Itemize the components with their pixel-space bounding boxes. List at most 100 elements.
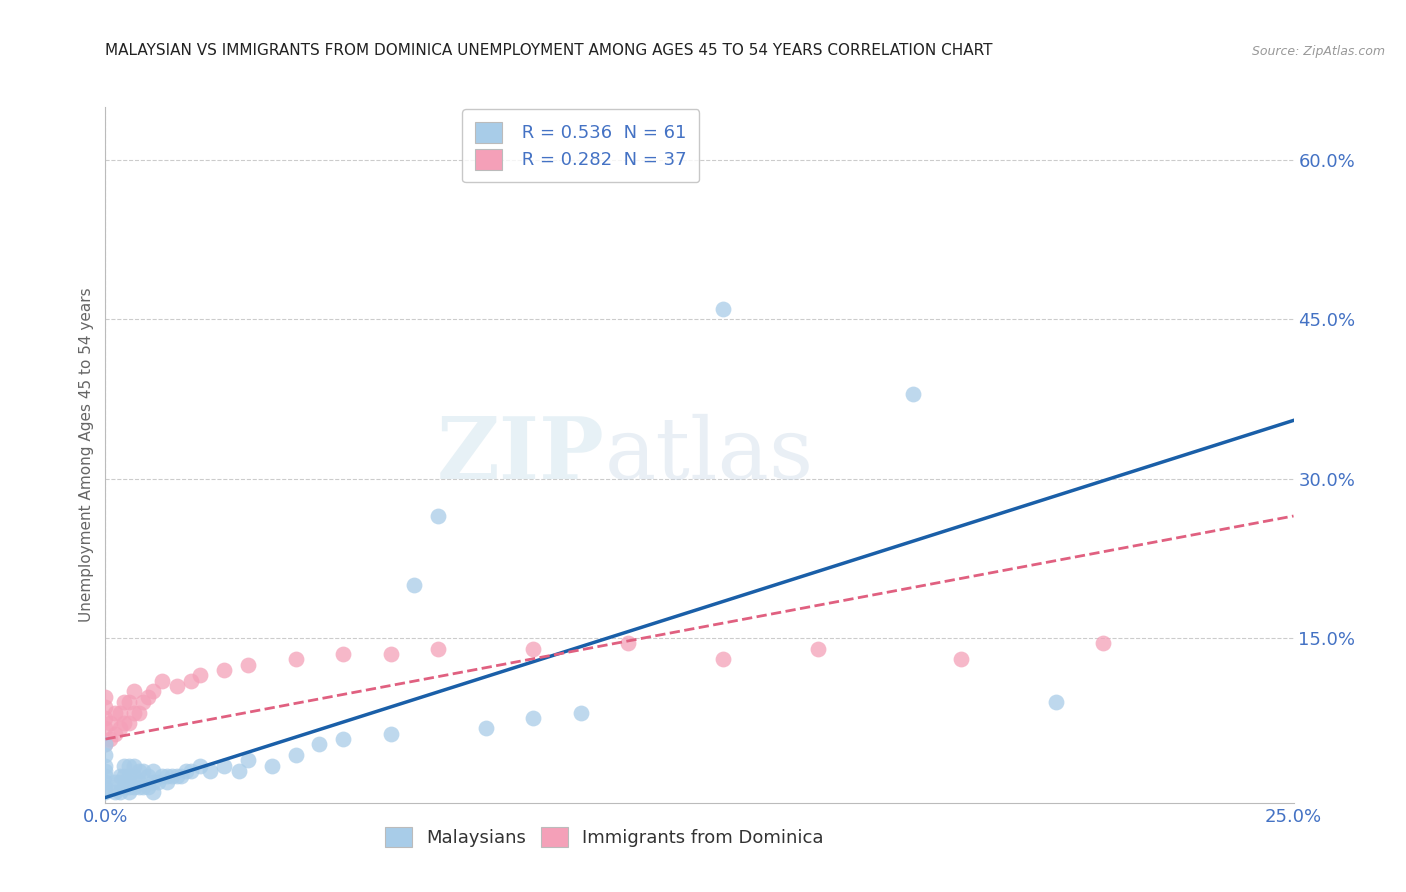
Point [427, 508, 450, 523]
Point [427, 641, 450, 656]
Point [284, 652, 307, 666]
Point [94, 700, 117, 714]
Point [114, 758, 136, 772]
Point [104, 727, 127, 741]
Point [114, 716, 136, 731]
Point [114, 695, 136, 709]
Point [122, 780, 145, 794]
Point [114, 769, 136, 783]
Point [156, 774, 179, 789]
Point [128, 780, 150, 794]
Text: Source: ZipAtlas.com: Source: ZipAtlas.com [1251, 45, 1385, 58]
Point [160, 769, 183, 783]
Point [94, 690, 117, 704]
Point [142, 684, 165, 698]
Point [94, 780, 117, 794]
Point [98, 732, 121, 747]
Point [166, 679, 188, 693]
Point [136, 769, 159, 783]
Point [122, 769, 145, 783]
Point [94, 738, 117, 752]
Point [118, 785, 141, 799]
Point [190, 668, 212, 682]
Point [332, 647, 354, 661]
Point [136, 780, 159, 794]
Point [114, 780, 136, 794]
Point [122, 706, 145, 720]
Point [94, 747, 117, 762]
Point [132, 764, 155, 778]
Point [94, 764, 117, 778]
Point [284, 747, 307, 762]
Point [260, 758, 283, 772]
Point [136, 690, 159, 704]
Point [174, 764, 197, 778]
Point [132, 780, 155, 794]
Point [1092, 636, 1115, 650]
Point [214, 758, 236, 772]
Point [118, 780, 141, 794]
Point [94, 738, 117, 752]
Point [332, 732, 354, 747]
Point [214, 663, 236, 677]
Point [108, 774, 131, 789]
Y-axis label: Unemployment Among Ages 45 to 54 years: Unemployment Among Ages 45 to 54 years [79, 287, 94, 623]
Point [949, 652, 972, 666]
Point [522, 641, 544, 656]
Point [142, 774, 165, 789]
Point [108, 722, 131, 736]
Point [170, 769, 193, 783]
Point [474, 722, 496, 736]
Point [128, 706, 150, 720]
Point [180, 673, 202, 688]
Point [903, 387, 925, 401]
Text: MALAYSIAN VS IMMIGRANTS FROM DOMINICA UNEMPLOYMENT AMONG AGES 45 TO 54 YEARS COR: MALAYSIAN VS IMMIGRANTS FROM DOMINICA UN… [105, 43, 993, 58]
Point [1045, 695, 1067, 709]
Point [122, 684, 145, 698]
Point [94, 785, 117, 799]
Point [118, 774, 141, 789]
Point [128, 764, 150, 778]
Point [94, 722, 117, 736]
Point [156, 769, 179, 783]
Point [104, 785, 127, 799]
Point [118, 758, 141, 772]
Point [122, 758, 145, 772]
Point [94, 711, 117, 725]
Point [108, 706, 131, 720]
Point [236, 657, 259, 672]
Point [236, 753, 259, 767]
Point [569, 706, 592, 720]
Point [711, 301, 734, 316]
Point [146, 774, 169, 789]
Point [142, 764, 165, 778]
Point [108, 769, 131, 783]
Point [380, 647, 402, 661]
Point [166, 769, 188, 783]
Point [711, 652, 734, 666]
Text: ZIP: ZIP [437, 413, 605, 497]
Point [308, 738, 330, 752]
Point [94, 769, 117, 783]
Legend: Malaysians, Immigrants from Dominica: Malaysians, Immigrants from Dominica [375, 817, 832, 856]
Point [94, 758, 117, 772]
Point [94, 774, 117, 789]
Point [104, 774, 127, 789]
Point [198, 764, 221, 778]
Point [617, 636, 640, 650]
Point [404, 578, 426, 592]
Point [180, 764, 202, 778]
Point [128, 774, 150, 789]
Point [522, 711, 544, 725]
Point [108, 785, 131, 799]
Point [190, 758, 212, 772]
Point [380, 727, 402, 741]
Point [807, 641, 830, 656]
Point [228, 764, 250, 778]
Point [98, 716, 121, 731]
Point [104, 706, 127, 720]
Point [118, 695, 141, 709]
Point [118, 769, 141, 783]
Point [118, 716, 141, 731]
Point [152, 673, 174, 688]
